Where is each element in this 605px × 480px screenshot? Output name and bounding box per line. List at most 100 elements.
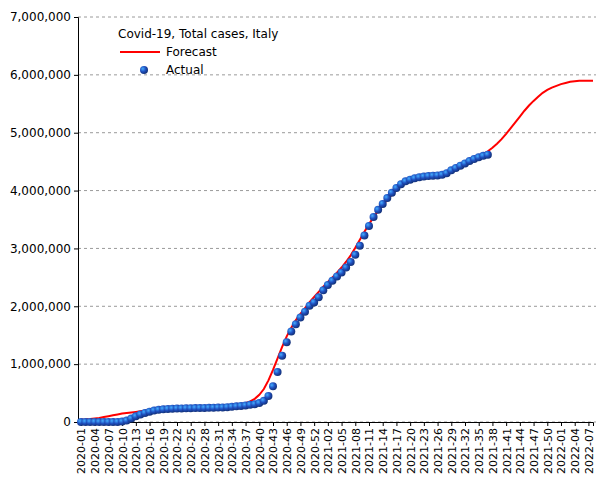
legend-swatch <box>140 66 148 74</box>
x-tick: 2021-47 <box>528 422 541 474</box>
y-tick-label: 6,000,000 <box>10 68 71 82</box>
x-tick-label: 2021-29 <box>446 428 459 474</box>
x-axis-line <box>82 423 594 427</box>
x-tick: 2021-11 <box>363 422 376 474</box>
y-tick-label: 1,000,000 <box>10 357 71 371</box>
x-tick-label: 2020-49 <box>295 428 308 474</box>
x-tick: 2021-23 <box>418 422 431 474</box>
grid-line <box>78 74 596 75</box>
y-tick-label: 4,000,000 <box>10 184 71 198</box>
x-tick-mark <box>561 422 562 426</box>
x-tick-label: 2020-28 <box>199 428 212 474</box>
actual-point <box>278 352 286 360</box>
x-tick-mark <box>547 422 548 426</box>
marks <box>77 81 593 426</box>
x-tick: 2021-44 <box>514 422 527 474</box>
x-axis: 2020-012020-042020-072020-102020-132020-… <box>75 422 595 474</box>
y-tick: 4,000,000 <box>10 184 78 198</box>
actual-point <box>292 320 300 328</box>
x-tick-label: 2020-04 <box>89 428 102 474</box>
x-tick-mark <box>342 422 343 426</box>
grid-line <box>78 132 596 133</box>
x-tick-label: 2022-04 <box>569 428 582 474</box>
x-tick-label: 2021-17 <box>391 428 404 474</box>
x-tick-label: 2021-38 <box>487 428 500 474</box>
x-tick: 2021-08 <box>350 422 363 474</box>
x-tick-mark <box>259 422 260 426</box>
x-tick: 2020-16 <box>144 422 157 474</box>
x-tick-label: 2021-05 <box>336 428 349 474</box>
x-tick-mark <box>465 422 466 426</box>
x-tick-label: 2021-35 <box>473 428 486 474</box>
chart-title: Covid-19, Total cases, Italy <box>118 27 278 41</box>
grid-line <box>78 364 596 365</box>
x-tick-label: 2021-50 <box>542 428 555 474</box>
y-tick-label: 2,000,000 <box>10 300 71 314</box>
x-tick-mark <box>534 422 535 426</box>
x-tick: 2022-04 <box>569 422 582 474</box>
x-tick-mark <box>369 422 370 426</box>
x-tick: 2020-04 <box>89 422 102 474</box>
plot-area: 01,000,0002,000,0003,000,0004,000,0005,0… <box>10 10 596 474</box>
x-tick-label: 2021-02 <box>322 428 335 474</box>
y-tick-mark <box>74 364 78 365</box>
x-tick-mark <box>314 422 315 426</box>
x-tick-mark <box>479 422 480 426</box>
y-tick-mark <box>74 306 78 307</box>
x-tick-label: 2021-32 <box>459 428 472 474</box>
x-tick-label: 2021-47 <box>528 428 541 474</box>
y-tick-mark <box>74 17 78 18</box>
x-tick-mark <box>204 422 205 426</box>
x-tick-mark <box>396 422 397 426</box>
chart-svg: 01,000,0002,000,0003,000,0004,000,0005,0… <box>0 0 605 480</box>
x-tick-mark <box>520 422 521 426</box>
forecast-line <box>81 81 593 420</box>
x-tick-label: 2020-19 <box>158 428 171 474</box>
actual-point <box>360 232 368 240</box>
y-axis: 01,000,0002,000,0003,000,0004,000,0005,0… <box>10 10 79 429</box>
y-axis-line <box>74 18 79 423</box>
actual-point <box>347 258 355 266</box>
y-tick-label: 5,000,000 <box>10 126 71 140</box>
x-tick-mark <box>177 422 178 426</box>
x-tick: 2020-31 <box>212 422 225 474</box>
x-tick: 2020-34 <box>226 422 239 474</box>
actual-point <box>365 222 373 230</box>
grid <box>78 17 596 422</box>
x-tick: 2021-02 <box>322 422 335 474</box>
grid-line <box>78 190 596 191</box>
x-tick: 2021-35 <box>473 422 486 474</box>
x-tick-mark <box>355 422 356 426</box>
x-tick: 2020-10 <box>116 422 129 474</box>
y-tick: 5,000,000 <box>10 126 78 140</box>
y-tick: 0 <box>63 415 78 429</box>
x-tick-mark <box>163 422 164 426</box>
actual-point <box>484 151 492 159</box>
x-tick: 2021-41 <box>500 422 513 474</box>
y-tick: 1,000,000 <box>10 357 78 371</box>
x-tick-label: 2020-07 <box>103 428 116 474</box>
x-tick-mark <box>492 422 493 426</box>
x-tick-label: 2020-40 <box>254 428 267 474</box>
x-tick-label: 2020-43 <box>267 428 280 474</box>
x-tick-label: 2020-46 <box>281 428 294 474</box>
x-tick: 2020-01 <box>75 422 88 474</box>
x-tick: 2020-22 <box>171 422 184 474</box>
x-tick-label: 2020-01 <box>75 428 88 474</box>
x-tick-label: 2021-14 <box>377 428 390 474</box>
x-tick-mark <box>383 422 384 426</box>
x-tick: 2020-19 <box>158 422 171 474</box>
x-tick: 2021-29 <box>446 422 459 474</box>
x-tick-label: 2020-10 <box>116 428 129 474</box>
y-tick-mark <box>74 133 78 134</box>
x-tick: 2020-25 <box>185 422 198 474</box>
y-tick-label: 0 <box>63 415 71 429</box>
x-tick-label: 2021-11 <box>363 428 376 474</box>
x-tick-mark <box>287 422 288 426</box>
actual-point <box>287 327 295 335</box>
y-tick: 6,000,000 <box>10 68 78 82</box>
x-tick-mark <box>300 422 301 426</box>
x-tick-mark <box>150 422 151 426</box>
x-tick-mark <box>232 422 233 426</box>
x-tick-mark <box>218 422 219 426</box>
